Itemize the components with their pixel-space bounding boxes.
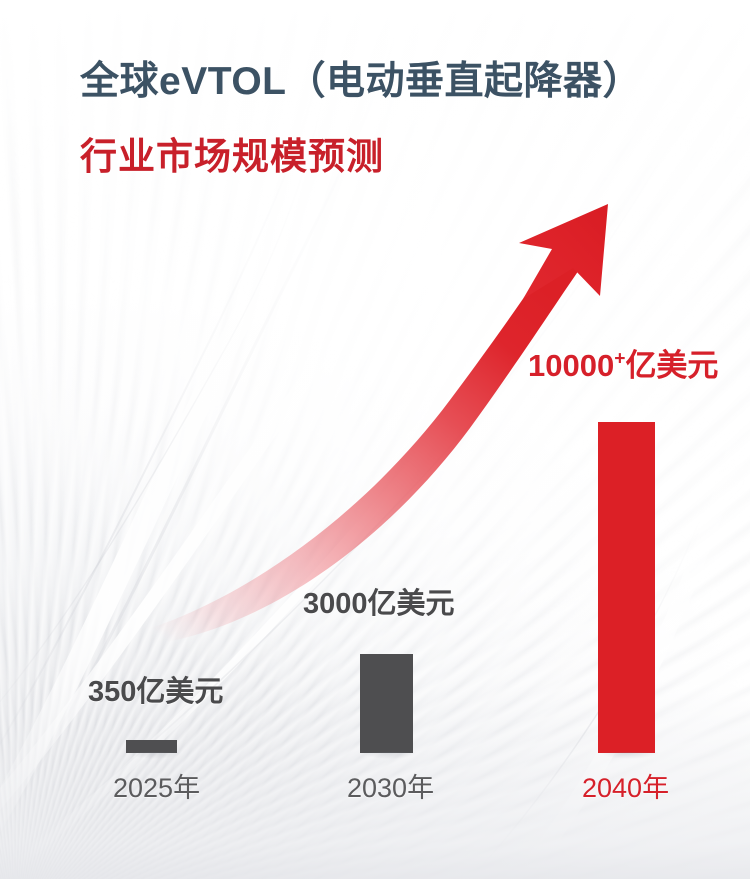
value-label-2040-suffix: 亿美元 — [625, 348, 719, 383]
year-label-2040: 2040年 — [582, 773, 670, 803]
bar-2030[interactable] — [360, 654, 417, 759]
value-label-2040-superscript: + — [614, 348, 626, 370]
value-label-2030: 3000亿美元 — [303, 588, 455, 620]
value-label-2040-number: 10000 — [528, 348, 615, 383]
bar-2040[interactable] — [598, 422, 659, 759]
value-label-2025: 350亿美元 — [88, 676, 224, 708]
value-label-2040: 10000+亿美元 — [528, 340, 718, 385]
page-title: 全球eVTOL（电动垂直起降器） — [80, 60, 642, 103]
bar-2025[interactable] — [126, 740, 181, 759]
year-label-2030: 2030年 — [347, 773, 435, 803]
year-label-2025: 2025年 — [113, 773, 201, 803]
page-subtitle: 行业市场规模预测 — [80, 136, 384, 177]
